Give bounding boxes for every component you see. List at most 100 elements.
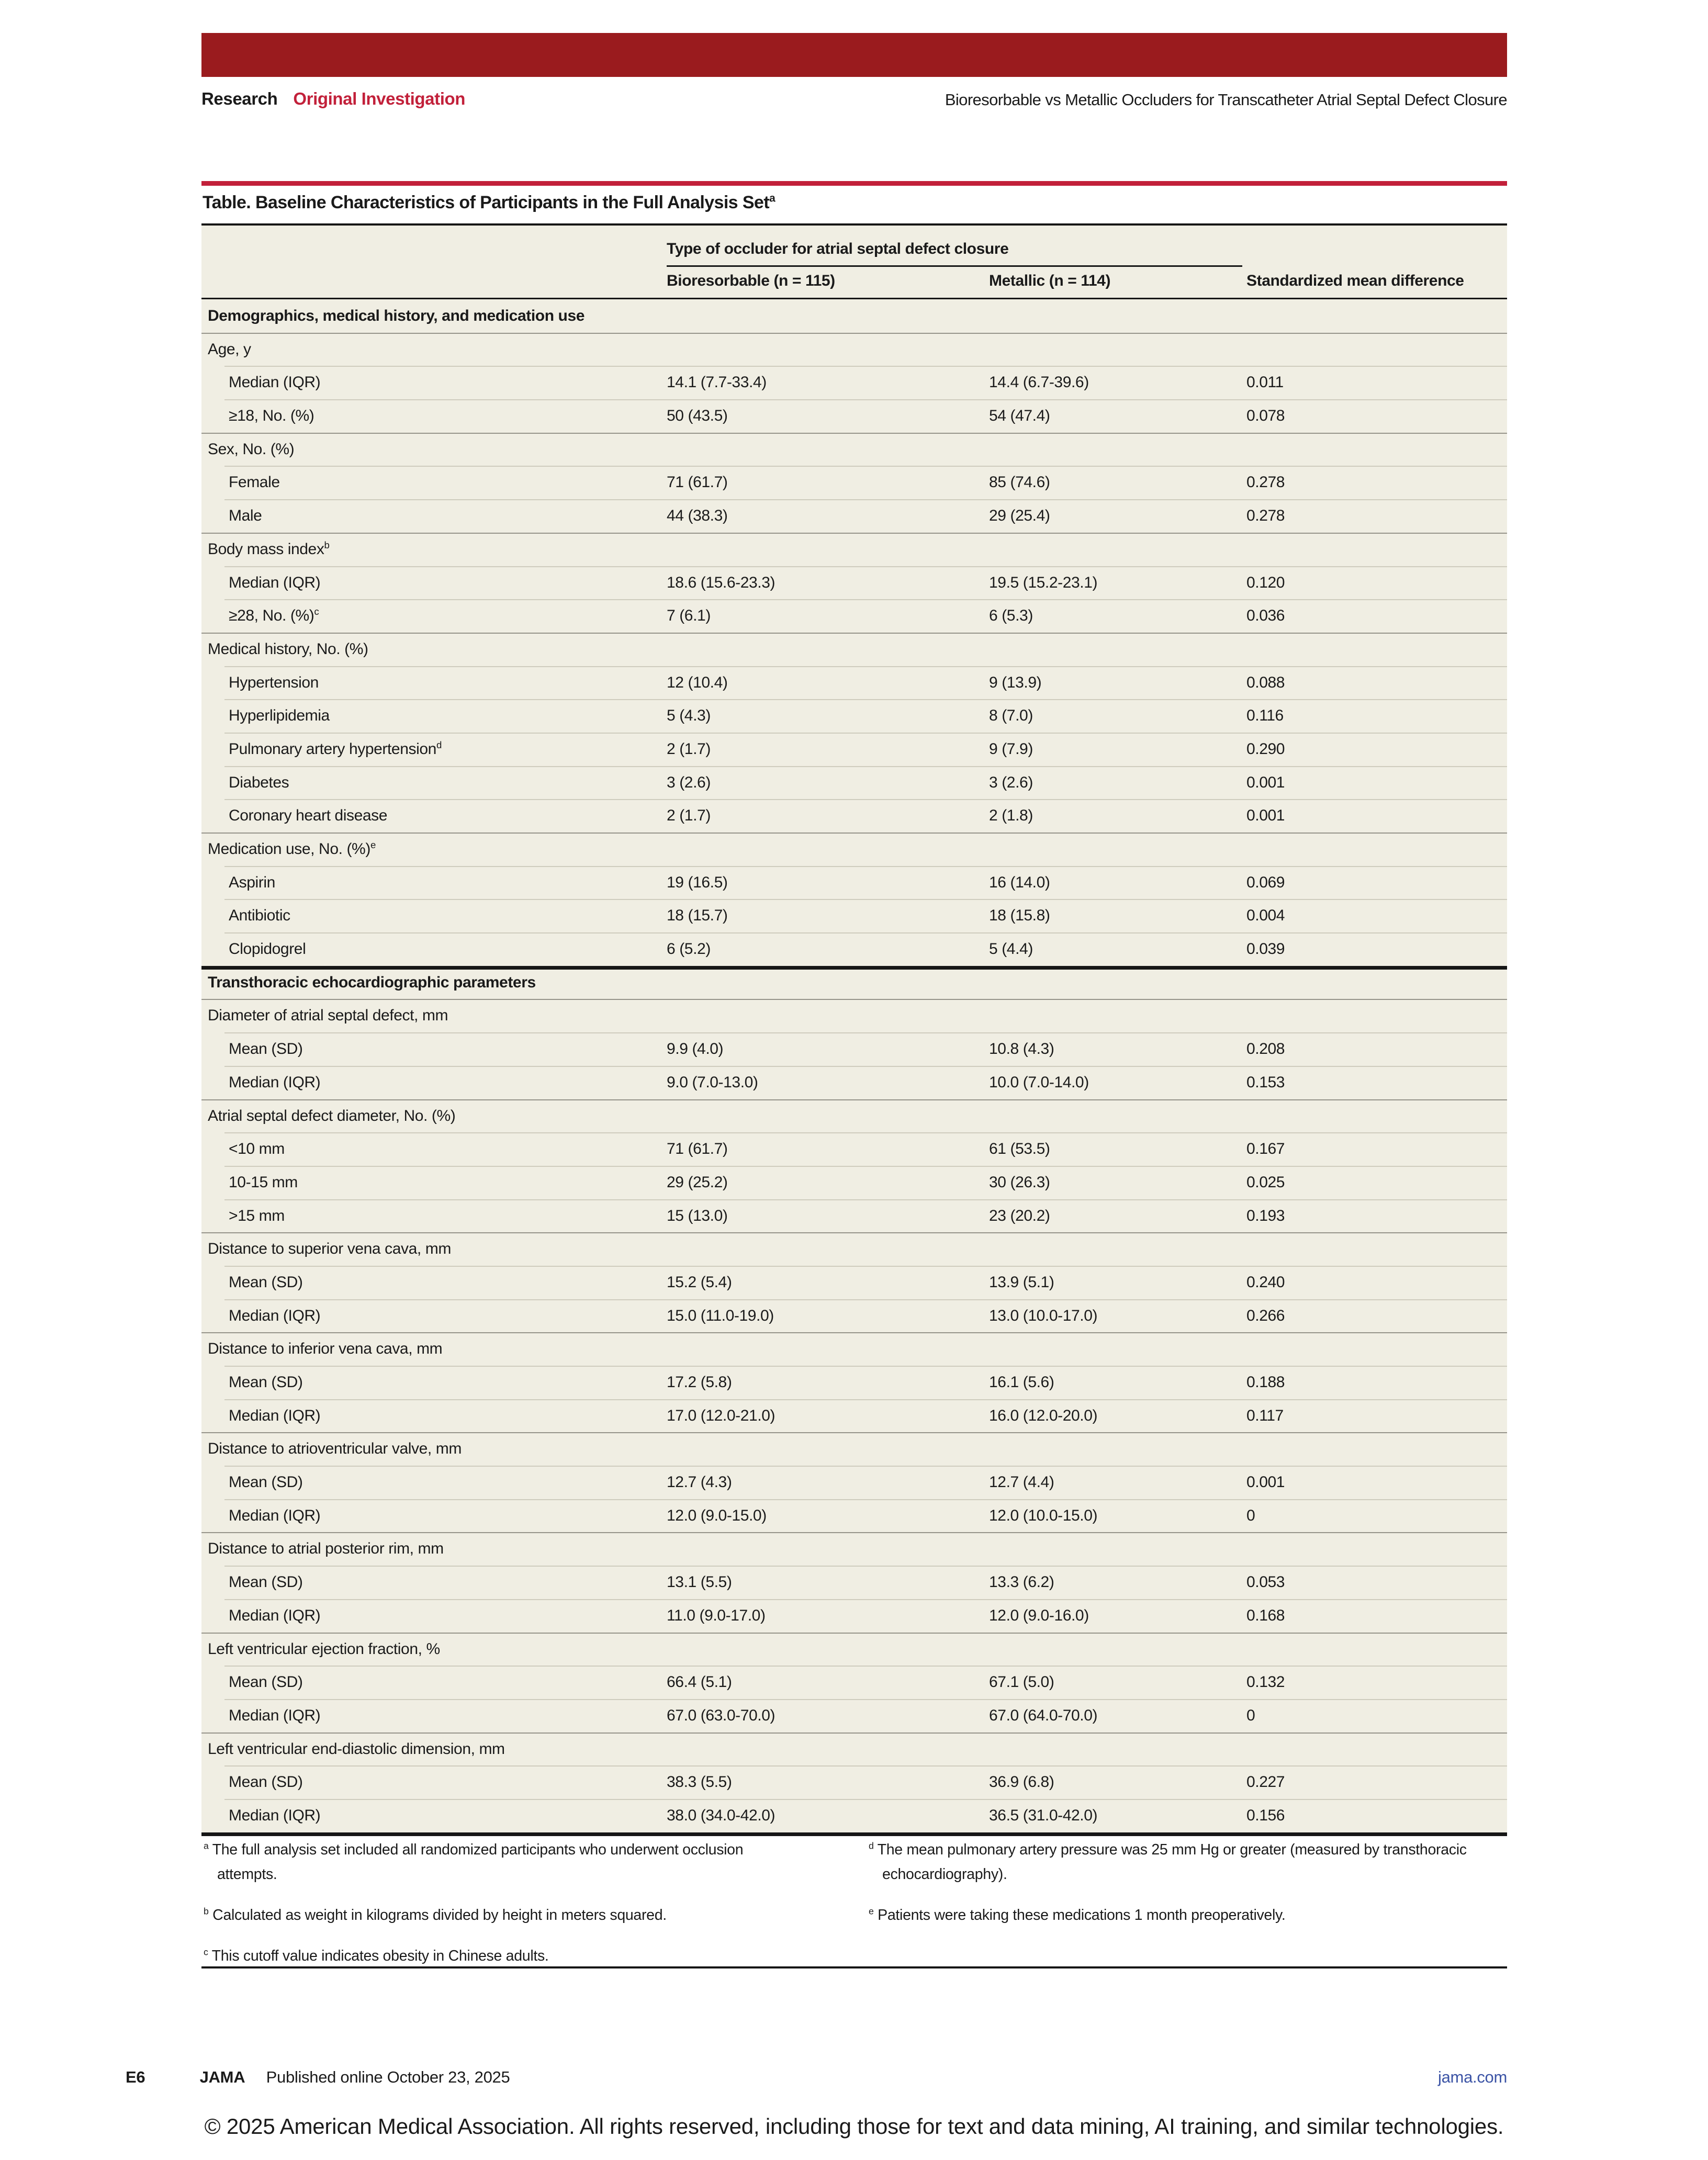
table-row: Age, y [201, 332, 1507, 366]
table-header: Type of occluder for atrial septal defec… [201, 226, 1507, 299]
table-row: Clopidogrel 6 (5.2) 5 (4.4) 0.039 [201, 932, 1507, 966]
cell-smd: 0.001 [1246, 1473, 1285, 1491]
cell-bioresorbable: 12 (10.4) [667, 673, 728, 691]
table-row: Transthoracic echocardiographic paramete… [201, 965, 1507, 999]
cell-smd: 0.011 [1246, 374, 1284, 391]
cell-metallic: 13.3 (6.2) [989, 1573, 1054, 1591]
row-label: Median (IQR) [229, 1706, 321, 1724]
cell-smd: 0.227 [1246, 1773, 1285, 1791]
row-label: Median (IQR) [229, 1407, 321, 1424]
table-row: Atrial septal defect diameter, No. (%) [201, 1099, 1507, 1133]
row-label: Median (IQR) [229, 1506, 321, 1524]
row-label: Coronary heart disease [229, 807, 388, 825]
footnote-text: The mean pulmonary artery pressure was 2… [877, 1841, 1467, 1883]
row-label: Age, y [208, 340, 251, 358]
cell-metallic: 54 (47.4) [989, 407, 1050, 425]
row-label: Median (IQR) [229, 1307, 321, 1324]
kicker-article-type: Original Investigation [293, 89, 465, 108]
table-row: Coronary heart disease 2 (1.7) 2 (1.8) 0.00… [201, 799, 1507, 833]
table-row: Distance to superior vena cava, mm [201, 1232, 1507, 1266]
row-label: Distance to atrial posterior rim, mm [208, 1540, 444, 1558]
table-title-footnote-marker: a [769, 192, 776, 205]
footnote-column-left: a The full analysis set included all ran… [204, 1838, 805, 1985]
row-label: Diameter of atrial septal defect, mm [208, 1007, 448, 1025]
cell-bioresorbable: 67.0 (63.0-70.0) [667, 1706, 776, 1724]
cell-metallic: 85 (74.6) [989, 474, 1050, 491]
cell-metallic: 30 (26.3) [989, 1173, 1050, 1191]
table-row: Median (IQR) 9.0 (7.0-13.0) 10.0 (7.0-14.0… [201, 1065, 1507, 1099]
footnote: c This cutoff value indicates obesity in… [204, 1944, 805, 1968]
column-header-standardized-mean-difference: Standardized mean difference [1246, 272, 1464, 289]
footnote-marker: a [204, 1840, 209, 1851]
table-row: Male 44 (38.3) 29 (25.4) 0.278 [201, 499, 1507, 533]
journal-website-link[interactable]: jama.com [1438, 2068, 1507, 2086]
table-title: Table. Baseline Characteristics of Parti… [203, 192, 776, 213]
masthead-red-bar [201, 33, 1507, 77]
row-label: Distance to atrioventricular valve, mm [208, 1440, 462, 1458]
footnote-text: The full analysis set included all rando… [212, 1841, 744, 1883]
column-spanner-rule [667, 265, 1242, 267]
cell-metallic: 2 (1.8) [989, 807, 1033, 825]
cell-metallic: 3 (2.6) [989, 773, 1033, 791]
row-label: Sex, No. (%) [208, 440, 295, 458]
table-row: Aspirin 19 (16.5) 16 (14.0) 0.069 [201, 865, 1507, 899]
footnote-text: Patients were taking these medications 1… [878, 1907, 1286, 1923]
cell-bioresorbable: 44 (38.3) [667, 507, 728, 525]
cell-metallic: 18 (15.8) [989, 907, 1050, 925]
cell-smd: 0.193 [1246, 1207, 1285, 1224]
cell-smd: 0.120 [1246, 573, 1285, 591]
table-row: Mean (SD) 12.7 (4.3) 12.7 (4.4) 0.001 [201, 1466, 1507, 1499]
cell-metallic: 10.8 (4.3) [989, 1040, 1054, 1058]
cell-bioresorbable: 71 (61.7) [667, 1140, 728, 1158]
table-row: Median (IQR) 12.0 (9.0-15.0) 12.0 (10.0-15… [201, 1499, 1507, 1533]
table-row: Hypertension 12 (10.4) 9 (13.9) 0.088 [201, 666, 1507, 700]
cell-bioresorbable: 18.6 (15.6-23.3) [667, 573, 776, 591]
cell-metallic: 67.0 (64.0-70.0) [989, 1706, 1098, 1724]
cell-metallic: 9 (13.9) [989, 673, 1042, 691]
cell-metallic: 12.0 (9.0-16.0) [989, 1606, 1089, 1624]
table-row: Female 71 (61.7) 85 (74.6) 0.278 [201, 466, 1507, 499]
cell-bioresorbable: 2 (1.7) [667, 740, 711, 758]
cell-smd: 0.132 [1246, 1673, 1285, 1691]
cell-metallic: 67.1 (5.0) [989, 1673, 1054, 1691]
cell-bioresorbable: 50 (43.5) [667, 407, 728, 425]
cell-bioresorbable: 38.3 (5.5) [667, 1773, 732, 1791]
cell-metallic: 9 (7.9) [989, 740, 1033, 758]
cell-bioresorbable: 17.2 (5.8) [667, 1374, 732, 1391]
cell-metallic: 19.5 (15.2-23.1) [989, 573, 1098, 591]
cell-smd: 0.240 [1246, 1273, 1285, 1291]
table-row: Median (IQR) 67.0 (63.0-70.0) 67.0 (64.0-7… [201, 1698, 1507, 1733]
cell-metallic: 16.1 (5.6) [989, 1374, 1054, 1391]
cell-smd: 0.025 [1246, 1173, 1285, 1191]
footnote-marker: c [204, 1947, 208, 1958]
row-label: Median (IQR) [229, 1073, 321, 1091]
cell-metallic: 36.5 (31.0-42.0) [989, 1806, 1098, 1824]
row-label: Male [229, 507, 262, 525]
row-label: Left ventricular end-diastolic dimension… [208, 1740, 505, 1758]
table-row: Median (IQR) 17.0 (12.0-21.0) 16.0 (12.0-2… [201, 1399, 1507, 1433]
row-label: Transthoracic echocardiographic paramete… [208, 973, 536, 991]
cell-metallic: 61 (53.5) [989, 1140, 1050, 1158]
cell-bioresorbable: 66.4 (5.1) [667, 1673, 732, 1691]
column-header-bioresorbable: Bioresorbable (n = 115) [667, 272, 835, 289]
table-row: Mean (SD) 66.4 (5.1) 67.1 (5.0) 0.132 [201, 1666, 1507, 1699]
row-label: Antibiotic [229, 907, 290, 925]
table-row: Mean (SD) 38.3 (5.5) 36.9 (6.8) 0.227 [201, 1765, 1507, 1799]
table-row: >15 mm 15 (13.0) 23 (20.2) 0.193 [201, 1199, 1507, 1233]
row-label: Medication use, No. (%)e [208, 839, 376, 858]
row-label: Mean (SD) [229, 1374, 303, 1391]
row-label: Mean (SD) [229, 1473, 303, 1491]
row-label: Mean (SD) [229, 1273, 303, 1291]
table-row: Diameter of atrial septal defect, mm [201, 999, 1507, 1032]
table-row: ≥18, No. (%) 50 (43.5) 54 (47.4) 0.078 [201, 399, 1507, 433]
cell-bioresorbable: 9.9 (4.0) [667, 1040, 724, 1058]
cell-smd: 0.208 [1246, 1040, 1285, 1058]
cell-metallic: 16.0 (12.0-20.0) [989, 1407, 1098, 1424]
footnote-marker: d [869, 1840, 874, 1851]
journal-name: JAMA [199, 2068, 245, 2086]
row-label: Distance to superior vena cava, mm [208, 1240, 451, 1258]
cell-metallic: 13.9 (5.1) [989, 1273, 1054, 1291]
row-label: Mean (SD) [229, 1573, 303, 1591]
footnote: e Patients were taking these medications… [869, 1903, 1502, 1928]
table-row: Pulmonary artery hypertensiond 2 (1.7) 9 (… [201, 732, 1507, 766]
